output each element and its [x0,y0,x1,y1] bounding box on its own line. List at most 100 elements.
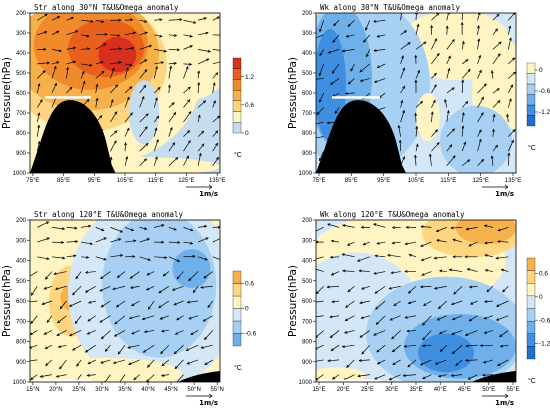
wind-vector [507,84,513,94]
wind-vector [361,315,370,319]
colorbar-segment [526,257,536,271]
wind-vector-head [450,374,455,377]
wind-vector [44,330,53,335]
wind-vector-head [451,332,455,335]
wind-vector [154,256,167,259]
wind-vector-head [95,83,99,87]
wind-vector-head [496,88,500,92]
y-tick-label: 300 [302,238,313,244]
wind-vector-head [326,121,330,125]
x-tick-label: 55°N [210,387,223,393]
wind-vector [319,92,325,103]
wind-vector [81,256,89,258]
wind-vector [446,39,455,50]
wind-vector-head [86,255,90,259]
wind-vector-head [465,344,469,348]
wind-vector [110,84,118,94]
wind-vector-head [161,240,165,244]
wind-vector-head [54,287,59,291]
wind-vector-head [373,19,377,23]
wind-vector-head [392,362,396,365]
wind-vector [37,70,46,79]
y-tick-label: 300 [16,238,27,244]
wind-vector-head [154,156,158,160]
wind-vector [183,86,191,94]
x-tick-label: 125°E [178,178,194,184]
wind-vector-head [496,13,500,17]
wind-vector [88,300,96,304]
wind-vector [437,315,447,321]
wind-vector-head [205,237,209,241]
wind-vector [449,269,463,272]
x-tick-label: 50°E [482,387,495,393]
wind-vector-head [155,139,159,143]
contour-fill-8 [440,105,512,173]
wind-vector [415,144,419,152]
wind-vector [95,71,105,79]
wind-vector [420,285,432,288]
wind-vector-head [188,278,192,282]
wind-vector-head [374,376,378,380]
x-tick-label: 30°E [385,387,398,393]
wind-vector [37,99,43,108]
wind-vector [329,315,340,318]
wind-vector-head [497,240,501,244]
wind-vector-head [495,144,498,148]
wind-vector-head [453,291,457,295]
wind-vector-head [197,70,201,74]
wind-vector-head [124,142,127,146]
wind-vector-head [480,112,484,116]
wind-vector [168,227,177,231]
wind-vector [316,34,324,39]
wind-vector-head [197,81,201,86]
wind-vector-head [433,256,437,260]
wind-vector [197,143,205,152]
wind-vector [446,155,456,166]
temperature-field [30,13,220,173]
wind-vector-head [366,54,369,58]
wind-vector-head [206,58,210,62]
wind-vector-head [84,349,89,353]
wind-vector-head [460,21,464,26]
wind-vector-head [59,366,63,370]
contour-fill-7 [30,357,182,382]
x-tick-label: 50°N [187,387,200,393]
wind-vector-head [103,257,107,261]
wind-vector [500,344,509,347]
wind-vector [389,285,401,290]
wind-vector [400,42,411,50]
topography [30,96,116,173]
wind-vector-head [365,27,368,31]
wind-vector-head [129,275,133,279]
wind-vector [348,78,355,85]
wind-vector [415,24,419,35]
wind-vector-head [327,359,331,363]
wind-vector-head [176,259,181,262]
wind-vector [59,300,67,309]
wind-vector [188,271,199,281]
wind-vector-head [30,292,34,296]
wind-vector [153,115,159,123]
wind-vector [373,223,386,228]
wind-vector-head [159,18,163,22]
wind-vector-head [200,285,204,289]
wind-vector-head [414,54,418,59]
wind-vector-head [461,79,465,83]
wind-vector-head [189,45,194,48]
wind-vector [212,130,218,137]
wind-vector-head [203,100,207,104]
wind-vector [477,139,482,152]
reference-vector-label: 1m/s [495,190,514,198]
wind-vector-head [192,254,196,258]
wind-vector [110,68,115,79]
wind-vector-head [316,347,318,350]
wind-vector [345,300,355,308]
wind-vector-head [39,374,44,378]
reference-vector-head [504,393,509,399]
colorbar-unit: °C [234,364,242,372]
wind-vector [80,71,85,79]
wind-vector-head [115,84,119,88]
wind-vector [415,101,423,108]
wind-vector-head [41,302,45,306]
panel-2: Wk along 30°N T&U&Omega anomaly 200 300 400… [287,3,550,198]
